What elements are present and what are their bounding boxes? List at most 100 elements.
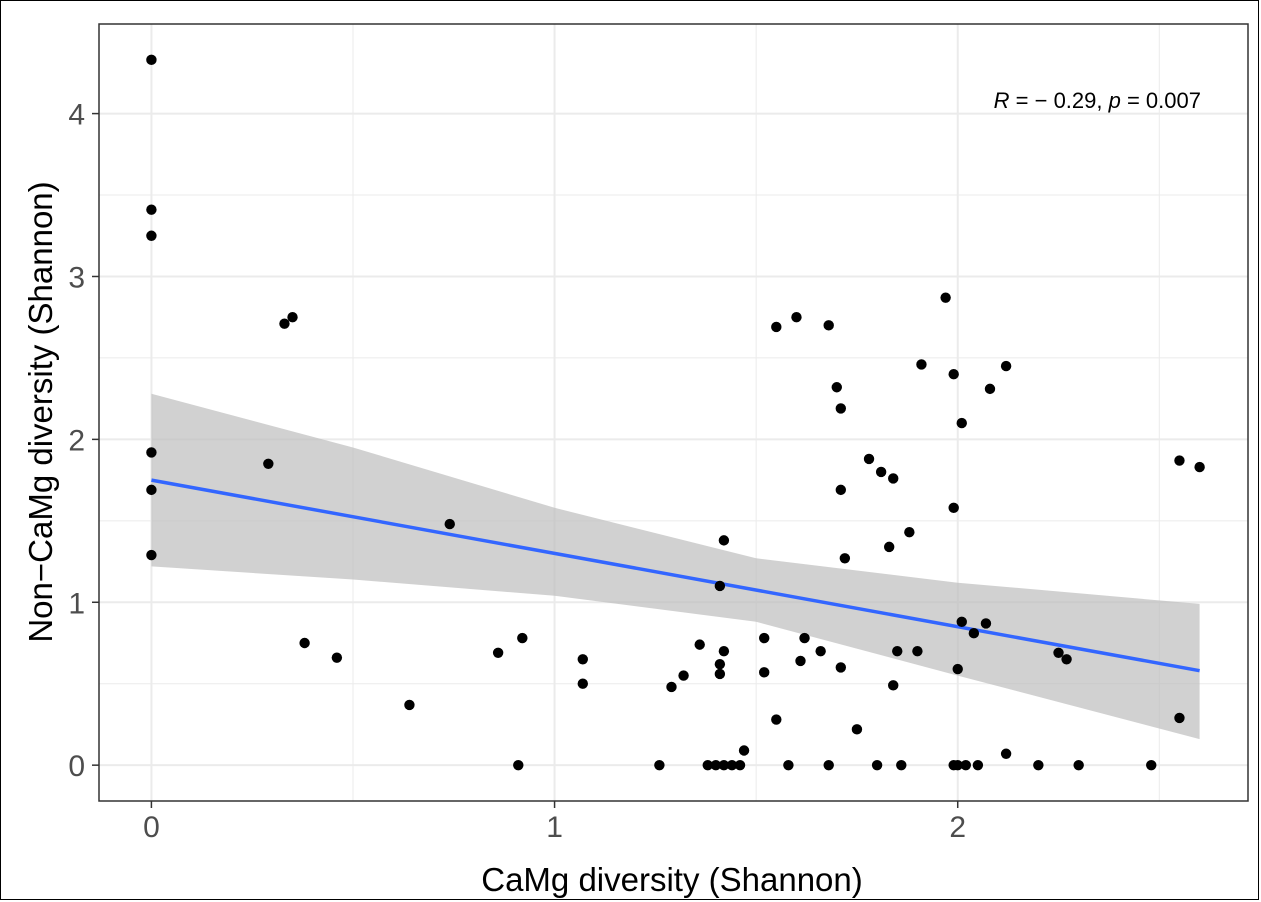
- data-point: [984, 383, 996, 395]
- data-points: [146, 54, 1205, 771]
- data-point: [759, 667, 770, 678]
- data-point: [823, 320, 834, 331]
- r-value: = − 0.29,: [1010, 88, 1109, 113]
- data-point: [146, 484, 157, 496]
- data-point: [726, 759, 738, 771]
- data-point: [799, 632, 810, 644]
- data-point: [577, 678, 588, 689]
- data-point: [783, 759, 794, 771]
- x-tick-label: 0: [143, 811, 160, 844]
- data-point: [714, 668, 726, 680]
- data-point: [666, 681, 677, 693]
- data-point: [771, 714, 782, 725]
- data-point: [892, 645, 903, 657]
- regression-line: [151, 478, 1200, 673]
- panel-border: [98, 23, 1249, 802]
- data-point: [835, 662, 847, 673]
- p-value: = 0.007: [1121, 88, 1201, 113]
- data-point: [972, 759, 984, 771]
- data-point: [263, 458, 274, 470]
- data-point: [1194, 461, 1205, 473]
- data-point: [791, 312, 802, 323]
- annotation-r-p: R = − 0.29, p = 0.007: [994, 88, 1201, 113]
- data-point: [694, 639, 705, 650]
- x-tick-label: 2: [949, 811, 966, 844]
- confidence-band-area: [151, 393, 1200, 740]
- data-point: [287, 312, 298, 323]
- data-point: [492, 647, 504, 658]
- data-point: [146, 447, 157, 458]
- data-point: [948, 369, 959, 380]
- data-point: [916, 359, 927, 370]
- data-point: [718, 645, 730, 657]
- data-point: [956, 616, 967, 628]
- confidence-band: [151, 393, 1200, 740]
- x-axis-title: CaMg diversity (Shannon): [481, 861, 863, 898]
- regression-fit-line: [151, 478, 1200, 673]
- tick-labels: 0 1 2 0 1 2 3 4: [68, 99, 966, 844]
- y-axis-title: Non−CaMg diversity (Shannon): [22, 181, 59, 642]
- data-point: [823, 759, 834, 771]
- data-point: [734, 759, 746, 771]
- data-point: [444, 518, 455, 530]
- data-point: [718, 759, 730, 771]
- data-point: [146, 54, 157, 66]
- data-point: [517, 632, 528, 644]
- data-point: [678, 670, 689, 681]
- data-point: [1000, 360, 1012, 372]
- data-point: [146, 549, 157, 561]
- r-symbol: R: [994, 88, 1010, 113]
- data-point: [956, 417, 967, 429]
- data-point: [839, 553, 851, 564]
- data-point: [718, 535, 730, 546]
- data-point: [835, 403, 847, 414]
- data-point: [883, 541, 895, 553]
- data-point: [871, 759, 883, 771]
- data-point: [940, 292, 951, 303]
- data-point: [714, 658, 726, 670]
- data-point: [888, 680, 899, 691]
- data-point: [960, 759, 971, 771]
- data-point: [904, 527, 915, 538]
- x-tick-label: 1: [546, 811, 563, 844]
- data-point: [710, 759, 722, 771]
- data-point: [702, 759, 713, 771]
- y-tick-label: 0: [68, 750, 85, 783]
- data-point: [831, 382, 842, 393]
- y-tick-label: 3: [68, 261, 85, 294]
- p-symbol: p: [1108, 88, 1121, 113]
- data-point: [795, 655, 806, 667]
- y-tick-label: 1: [68, 587, 85, 620]
- data-point: [513, 759, 524, 771]
- data-point: [851, 724, 863, 735]
- y-tick-label: 2: [68, 424, 85, 457]
- data-point: [1000, 748, 1012, 759]
- data-point: [1146, 759, 1157, 771]
- data-point: [714, 580, 726, 592]
- data-point: [759, 632, 770, 644]
- data-point: [912, 645, 923, 657]
- data-point: [1073, 759, 1084, 771]
- data-point: [146, 230, 157, 241]
- axis-ticks: [92, 112, 959, 808]
- data-point: [863, 453, 875, 465]
- data-point: [404, 699, 415, 711]
- data-point: [1174, 712, 1185, 724]
- data-point: [1033, 759, 1044, 771]
- data-point: [654, 759, 665, 771]
- data-point: [875, 466, 887, 478]
- data-point: [896, 759, 907, 771]
- data-point: [1061, 654, 1072, 665]
- data-point: [279, 318, 290, 329]
- data-point: [738, 745, 750, 756]
- panel-outline: [98, 23, 1249, 802]
- data-point: [952, 759, 963, 771]
- data-point: [299, 637, 310, 649]
- data-point: [815, 645, 826, 657]
- data-point: [980, 618, 992, 629]
- data-point: [1174, 455, 1185, 466]
- data-point: [331, 652, 343, 663]
- data-point: [1053, 647, 1064, 658]
